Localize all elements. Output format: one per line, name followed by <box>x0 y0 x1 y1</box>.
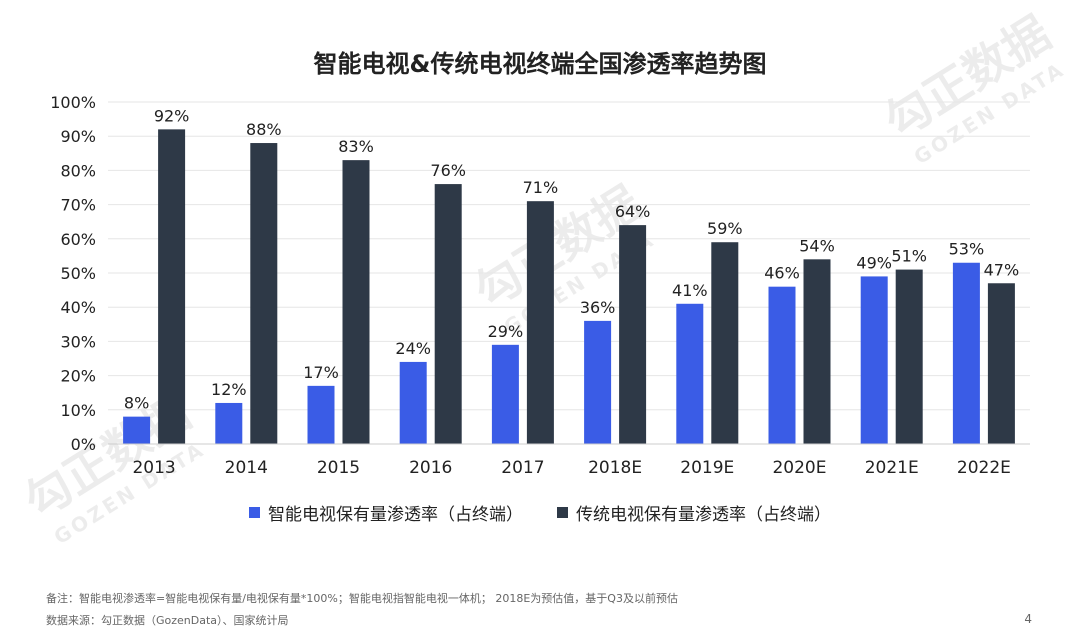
x-tick-label: 2018E <box>588 458 642 478</box>
bar-smart <box>768 286 796 444</box>
y-tick-label: 0% <box>71 435 96 454</box>
bar-smart <box>215 402 243 444</box>
bar-traditional <box>619 225 647 444</box>
data-label-traditional: 76% <box>430 161 466 180</box>
legend-swatch-traditional <box>557 507 568 518</box>
y-tick-label: 90% <box>60 127 96 146</box>
data-label-traditional: 92% <box>154 106 190 125</box>
data-label-smart: 49% <box>856 253 892 272</box>
legend-label-smart: 智能电视保有量渗透率（占终端） <box>268 505 523 525</box>
bar-smart <box>676 303 704 444</box>
x-tick-label: 2016 <box>409 458 452 478</box>
data-label-smart: 36% <box>580 298 616 317</box>
data-label-traditional: 51% <box>891 247 927 266</box>
data-label-smart: 8% <box>124 394 149 413</box>
x-tick-label: 2014 <box>225 458 268 478</box>
data-label-traditional: 64% <box>615 202 651 221</box>
data-label-smart: 53% <box>949 240 985 259</box>
x-tick-label: 2019E <box>680 458 734 478</box>
legend-swatch-smart <box>249 507 260 518</box>
y-tick-label: 10% <box>60 401 96 420</box>
bar-smart <box>123 416 151 444</box>
footnote-note: 备注：智能电视渗透率=智能电视保有量/电视保有量*100%；智能电视指智能电视一… <box>46 592 678 605</box>
bar-smart <box>307 385 335 444</box>
bar-traditional <box>895 269 923 444</box>
bar-smart <box>952 262 980 444</box>
bar-smart <box>584 320 612 444</box>
data-label-traditional: 88% <box>246 120 282 139</box>
data-label-traditional: 59% <box>707 219 743 238</box>
x-tick-label: 2013 <box>132 458 175 478</box>
data-label-smart: 29% <box>488 322 524 341</box>
y-tick-label: 100% <box>50 93 96 112</box>
bar-traditional <box>342 160 370 444</box>
bar-smart <box>491 344 519 444</box>
y-tick-label: 50% <box>60 264 96 283</box>
data-label-smart: 17% <box>303 363 339 382</box>
chart-title: 智能电视&传统电视终端全国渗透率趋势图 <box>313 50 767 78</box>
bar-traditional <box>250 143 278 445</box>
x-tick-label: 2022E <box>957 458 1011 478</box>
bar-traditional <box>158 129 186 445</box>
y-tick-label: 70% <box>60 196 96 215</box>
bar-smart <box>860 276 888 444</box>
page-number: 4 <box>1024 612 1032 626</box>
y-tick-label: 80% <box>60 161 96 180</box>
legend-item-smart: 智能电视保有量渗透率（占终端） <box>249 500 523 525</box>
data-label-smart: 24% <box>395 339 431 358</box>
data-label-traditional: 54% <box>799 236 835 255</box>
legend-item-traditional: 传统电视保有量渗透率（占终端） <box>557 500 831 525</box>
x-tick-label: 2021E <box>865 458 919 478</box>
x-tick-label: 2020E <box>772 458 826 478</box>
y-tick-label: 60% <box>60 230 96 249</box>
data-label-traditional: 71% <box>523 178 559 197</box>
data-label-smart: 41% <box>672 281 708 300</box>
bar-traditional <box>711 242 739 444</box>
bar-traditional <box>434 184 462 444</box>
x-tick-label: 2017 <box>501 458 544 478</box>
bar-traditional <box>526 201 554 444</box>
footnote-source: 数据来源：勾正数据（GozenData）、国家统计局 <box>46 614 289 627</box>
bar-traditional <box>987 283 1015 444</box>
data-label-traditional: 47% <box>984 260 1020 279</box>
bar-traditional <box>803 259 831 444</box>
bar-smart <box>399 361 427 444</box>
legend: 智能电视保有量渗透率（占终端） 传统电视保有量渗透率（占终端） <box>0 500 1080 525</box>
y-tick-label: 40% <box>60 298 96 317</box>
data-label-traditional: 83% <box>338 137 374 156</box>
data-label-smart: 12% <box>211 380 247 399</box>
data-label-smart: 46% <box>764 264 800 283</box>
legend-label-traditional: 传统电视保有量渗透率（占终端） <box>576 505 831 525</box>
x-tick-label: 2015 <box>317 458 360 478</box>
y-tick-label: 20% <box>60 367 96 386</box>
y-tick-label: 30% <box>60 332 96 351</box>
